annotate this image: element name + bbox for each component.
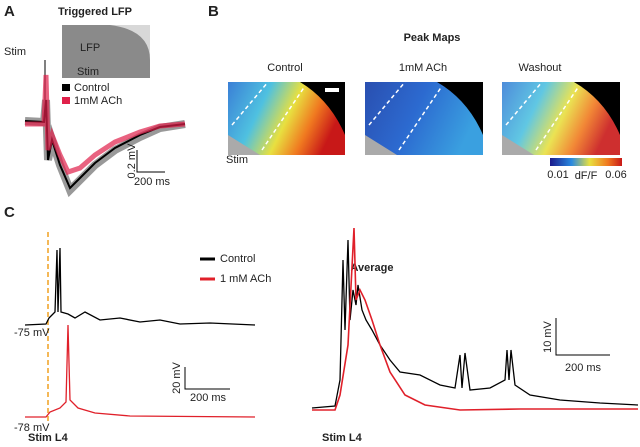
colorbar <box>550 158 622 166</box>
legend-label: 1 mM ACh <box>220 273 271 285</box>
trace-control <box>311 239 639 409</box>
peak-map <box>502 81 620 155</box>
panel-letter: B <box>208 3 219 20</box>
inset-highlight <box>110 25 150 60</box>
scale-bar <box>184 367 230 390</box>
panel-title: Triggered LFP <box>58 6 132 18</box>
scale-label: 200 ms <box>134 176 171 188</box>
inset-label: LFP <box>80 42 100 54</box>
stim-label: Stim <box>226 154 248 166</box>
panel-title: Peak Maps <box>404 32 461 44</box>
colorbar-label: 0.06 <box>605 169 626 181</box>
voltage-label: -78 mV <box>14 422 50 434</box>
legend-label: Control <box>220 253 255 265</box>
legend-swatch <box>62 84 70 91</box>
legend-label: 1mM ACh <box>74 95 122 107</box>
scale-label: 200 ms <box>190 392 227 404</box>
trace-ach <box>25 324 256 418</box>
colorbar-label: 0.01 <box>547 169 568 181</box>
panel-title: Average <box>350 262 393 274</box>
map-title: Washout <box>518 62 561 74</box>
panel-letter: C <box>4 204 15 221</box>
stim-label: Stim L4 <box>322 432 363 444</box>
voltage-label: -75 mV <box>14 327 50 339</box>
legend-label: Control <box>74 82 109 94</box>
inset-image <box>62 25 150 78</box>
scale-label: 10 mV <box>542 320 554 352</box>
stim-label: Stim <box>4 46 26 58</box>
panel-letter: A <box>4 3 15 20</box>
colorbar-label: dF/F <box>575 170 598 182</box>
inset-label: Stim <box>77 66 99 78</box>
scale-bar <box>555 318 610 356</box>
peak-map <box>365 81 483 155</box>
scale-label: 0.2 mV <box>126 143 138 179</box>
map-title: Control <box>267 62 302 74</box>
stim-label: Stim L4 <box>28 432 69 444</box>
trace-ach <box>25 74 186 176</box>
legend-swatch <box>62 97 70 104</box>
map-title: 1mM ACh <box>399 62 447 74</box>
trace-ach <box>312 227 638 411</box>
scale-label: 20 mV <box>171 361 183 393</box>
trace-control <box>24 247 256 326</box>
scale-label: 200 ms <box>565 362 602 374</box>
scale-bar <box>136 150 165 173</box>
peak-map <box>228 81 345 155</box>
